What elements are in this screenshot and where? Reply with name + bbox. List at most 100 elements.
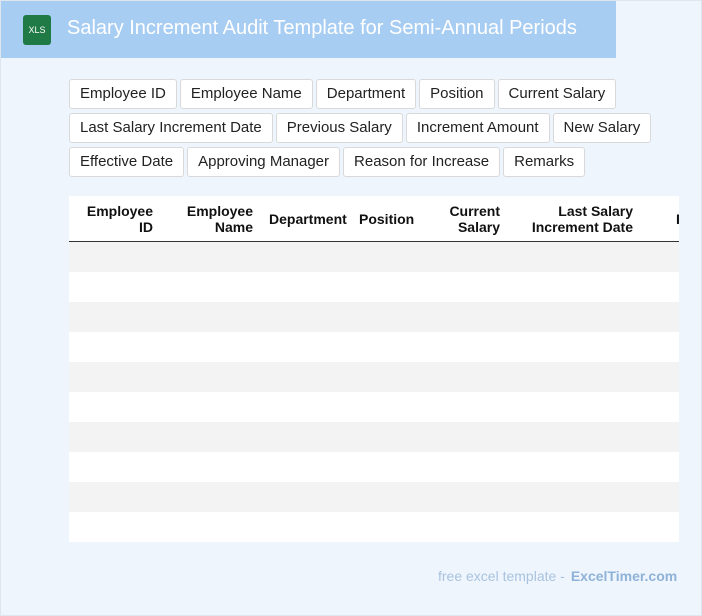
table-cell bbox=[351, 482, 421, 512]
field-tag: Position bbox=[419, 79, 495, 109]
table-cell bbox=[161, 302, 261, 332]
table-cell bbox=[261, 482, 351, 512]
table-cell bbox=[161, 332, 261, 362]
table-cell bbox=[351, 392, 421, 422]
table-cell bbox=[508, 392, 641, 422]
file-icon: XLS bbox=[23, 15, 51, 45]
table-cell bbox=[161, 362, 261, 392]
table-cell bbox=[641, 332, 679, 362]
table-cell bbox=[508, 332, 641, 362]
column-header: Position bbox=[351, 196, 421, 242]
table-row bbox=[69, 272, 679, 302]
column-header: Employee ID bbox=[69, 196, 161, 242]
table-cell bbox=[421, 241, 508, 272]
table-cell bbox=[508, 452, 641, 482]
table-cell bbox=[641, 272, 679, 302]
table-cell bbox=[641, 512, 679, 542]
table: Employee ID Employee Name Department Positi… bbox=[69, 196, 679, 542]
table-row bbox=[69, 392, 679, 422]
field-tags: Employee ID Employee Name Department Positi… bbox=[69, 79, 659, 177]
table-cell bbox=[261, 241, 351, 272]
field-tag: Previous Salary bbox=[275, 113, 403, 143]
footer: free excel template - ExcelTimer.com bbox=[438, 568, 677, 584]
table-cell bbox=[641, 422, 679, 452]
table-cell bbox=[351, 302, 421, 332]
table-cell bbox=[508, 422, 641, 452]
table-cell bbox=[161, 452, 261, 482]
table-cell bbox=[508, 512, 641, 542]
table-wrap: Employee ID Employee Name Department Positi… bbox=[69, 196, 679, 542]
field-tag: Increment Amount bbox=[405, 113, 550, 143]
table-cell bbox=[641, 302, 679, 332]
table-row bbox=[69, 422, 679, 452]
table-cell bbox=[161, 272, 261, 302]
field-tag: Department bbox=[315, 79, 417, 109]
table-cell bbox=[69, 272, 161, 302]
field-tag: Effective Date bbox=[69, 147, 185, 177]
table-cell bbox=[641, 452, 679, 482]
table-cell bbox=[421, 422, 508, 452]
table-cell bbox=[641, 241, 679, 272]
table-cell bbox=[421, 302, 508, 332]
table-row bbox=[69, 332, 679, 362]
column-header: Department bbox=[261, 196, 351, 242]
table-cell bbox=[161, 241, 261, 272]
table-cell bbox=[351, 332, 421, 362]
column-header: Employee Name bbox=[161, 196, 261, 242]
table-cell bbox=[261, 362, 351, 392]
table-row bbox=[69, 302, 679, 332]
table-cell bbox=[69, 452, 161, 482]
header-row: Employee ID Employee Name Department Positi… bbox=[69, 196, 679, 242]
table-cell bbox=[69, 241, 161, 272]
table-cell bbox=[508, 272, 641, 302]
table-cell bbox=[421, 452, 508, 482]
table-cell bbox=[508, 302, 641, 332]
page-title: Salary Increment Audit Template for Semi… bbox=[67, 17, 577, 39]
column-header: Current Salary bbox=[421, 196, 508, 242]
table-row bbox=[69, 241, 679, 272]
table-cell bbox=[161, 512, 261, 542]
table-row bbox=[69, 512, 679, 542]
table-cell bbox=[69, 482, 161, 512]
table-cell bbox=[69, 362, 161, 392]
table-cell bbox=[508, 482, 641, 512]
table-cell bbox=[161, 392, 261, 422]
field-tag: Current Salary bbox=[497, 79, 617, 109]
table-cell bbox=[421, 362, 508, 392]
column-header: Last Salary Increment Date bbox=[508, 196, 641, 242]
table-cell bbox=[261, 302, 351, 332]
table-row bbox=[69, 482, 679, 512]
table-cell bbox=[161, 482, 261, 512]
table-cell bbox=[421, 392, 508, 422]
table-cell bbox=[261, 512, 351, 542]
table-cell bbox=[351, 362, 421, 392]
table-cell bbox=[351, 452, 421, 482]
table-row bbox=[69, 362, 679, 392]
table-cell bbox=[421, 332, 508, 362]
table-cell bbox=[69, 512, 161, 542]
field-tag: Reason for Increase bbox=[343, 147, 501, 177]
field-tag: Employee Name bbox=[179, 79, 313, 109]
table-cell bbox=[421, 272, 508, 302]
table-cell bbox=[261, 272, 351, 302]
table-cell bbox=[69, 422, 161, 452]
table-body bbox=[69, 241, 679, 543]
field-tag: Employee ID bbox=[69, 79, 177, 109]
field-tag: Approving Manager bbox=[187, 147, 341, 177]
table-row bbox=[69, 452, 679, 482]
table-cell bbox=[261, 332, 351, 362]
table-cell bbox=[261, 422, 351, 452]
table-cell bbox=[261, 452, 351, 482]
footer-site[interactable]: ExcelTimer.com bbox=[570, 568, 678, 584]
table-cell bbox=[641, 482, 679, 512]
field-tag: Remarks bbox=[503, 147, 586, 177]
table-cell bbox=[69, 392, 161, 422]
table-cell bbox=[508, 362, 641, 392]
table-cell bbox=[641, 362, 679, 392]
table-cell bbox=[351, 422, 421, 452]
table-cell bbox=[161, 422, 261, 452]
field-tag: New Salary bbox=[552, 113, 652, 143]
table-cell bbox=[421, 512, 508, 542]
table-cell bbox=[508, 241, 641, 272]
